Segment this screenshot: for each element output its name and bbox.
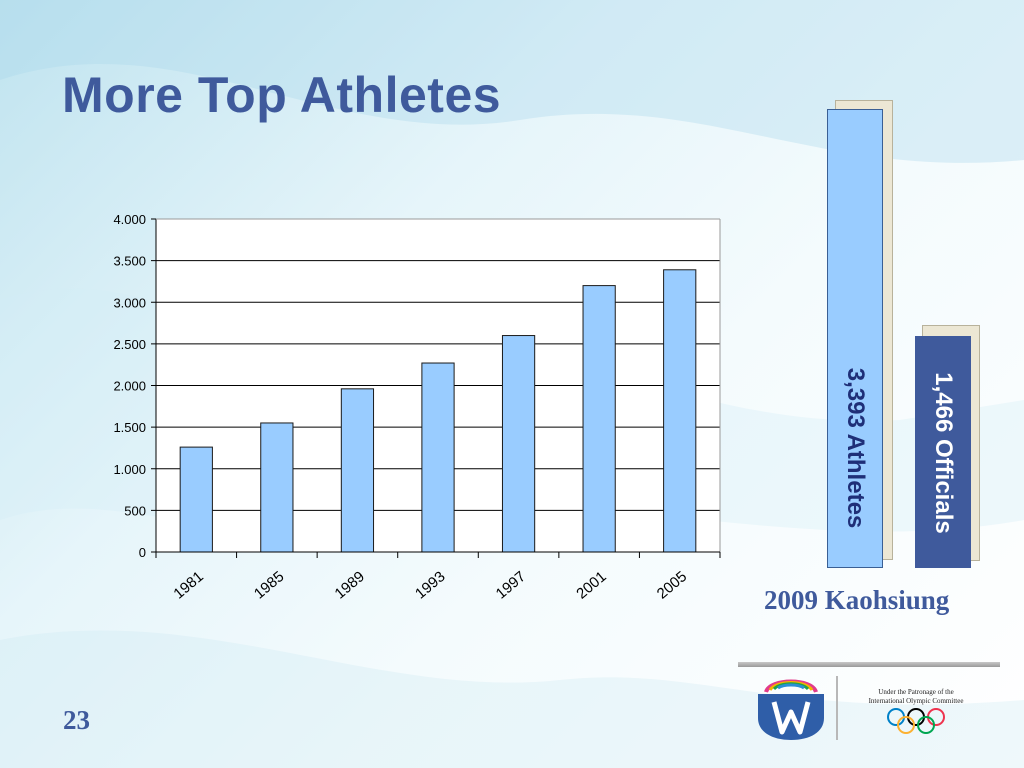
officials-label: 1,466 Officials [930,372,957,534]
x-tick-label: 1981 [170,568,206,602]
world-games-logo [758,679,824,740]
x-tick-label: 1989 [332,568,368,602]
bar-2001 [582,285,616,553]
footer-divider [738,662,1000,667]
slide-title: More Top Athletes [62,67,502,123]
olympic-rings-icon [887,708,945,734]
y-tick-label: 2.500 [113,337,146,352]
patronage-line-1: Under the Patronage of the [878,688,954,696]
event-label: 2009 Kaohsiung [764,585,950,615]
athletes-label: 3,393 Athletes [842,367,869,529]
y-tick-label: 500 [124,503,146,518]
x-tick-label: 2005 [654,568,690,602]
patronage-line-2: International Olympic Committee [868,697,964,705]
bar-1981 [179,446,213,553]
y-tick-label: 4.000 [113,212,146,227]
logo-divider [836,676,838,740]
y-tick-label: 1.500 [113,420,146,435]
bar-1993 [421,362,455,553]
bar-1985 [260,422,294,553]
y-tick-label: 3.500 [113,254,146,269]
bar-1997 [501,335,536,553]
officials-bar [915,336,971,568]
bar-1989 [340,388,375,553]
x-tick-label: 1985 [251,568,287,602]
y-tick-label: 3.000 [113,295,146,310]
y-tick-label: 0 [139,545,146,560]
y-tick-label: 1.000 [113,462,146,477]
page-number: 23 [63,705,90,735]
bar-2005 [663,269,697,553]
athletes-bar [827,109,883,568]
x-tick-label: 1997 [493,568,529,602]
x-tick-label: 2001 [573,568,609,602]
x-tick-label: 1993 [412,568,448,602]
y-tick-label: 2.000 [113,379,146,394]
patronage-text: Under the Patronage of the International… [848,688,984,706]
